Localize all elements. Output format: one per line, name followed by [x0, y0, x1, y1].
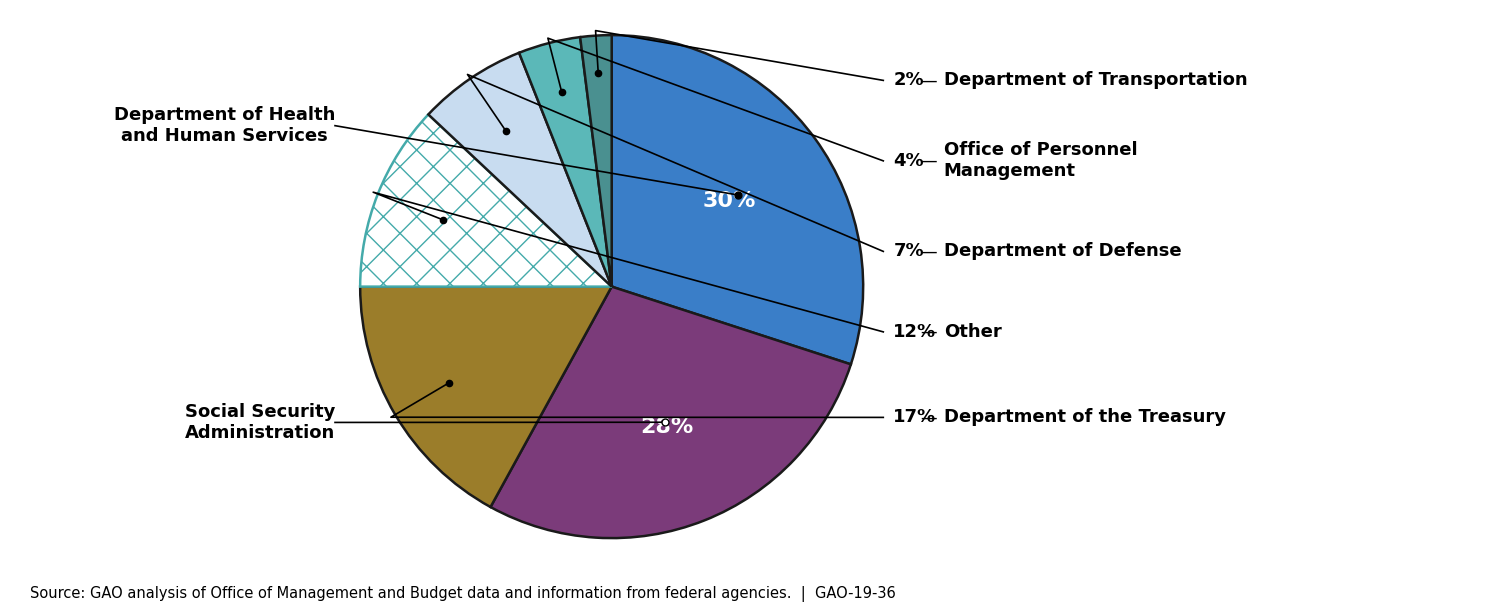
Text: 17%: 17% — [894, 408, 936, 426]
Wedge shape — [612, 35, 862, 364]
Text: Department of Health
and Human Services: Department of Health and Human Services — [114, 106, 334, 145]
Wedge shape — [519, 37, 612, 287]
Text: 28%: 28% — [640, 417, 694, 437]
Text: 2%: 2% — [894, 71, 924, 90]
Wedge shape — [360, 287, 612, 507]
Text: Social Security
Administration: Social Security Administration — [184, 403, 334, 442]
Text: —: — — [921, 323, 938, 341]
Text: Department of the Treasury: Department of the Treasury — [944, 408, 1226, 426]
Text: —: — — [921, 408, 938, 426]
Text: Office of Personnel
Management: Office of Personnel Management — [944, 141, 1137, 181]
Wedge shape — [360, 114, 612, 287]
Text: Department of Transportation: Department of Transportation — [944, 71, 1248, 90]
Wedge shape — [490, 287, 850, 538]
Wedge shape — [580, 35, 612, 287]
Text: —: — — [921, 71, 938, 90]
Text: Source: GAO analysis of Office of Management and Budget data and information fro: Source: GAO analysis of Office of Manage… — [30, 586, 895, 602]
Text: —: — — [921, 243, 938, 260]
Wedge shape — [429, 53, 612, 287]
Text: 4%: 4% — [894, 152, 924, 170]
Text: —: — — [921, 152, 938, 170]
Text: 12%: 12% — [894, 323, 936, 341]
Text: Department of Defense: Department of Defense — [944, 243, 1182, 260]
Text: 7%: 7% — [894, 243, 924, 260]
Text: 30%: 30% — [704, 191, 756, 211]
Text: Other: Other — [944, 323, 1002, 341]
